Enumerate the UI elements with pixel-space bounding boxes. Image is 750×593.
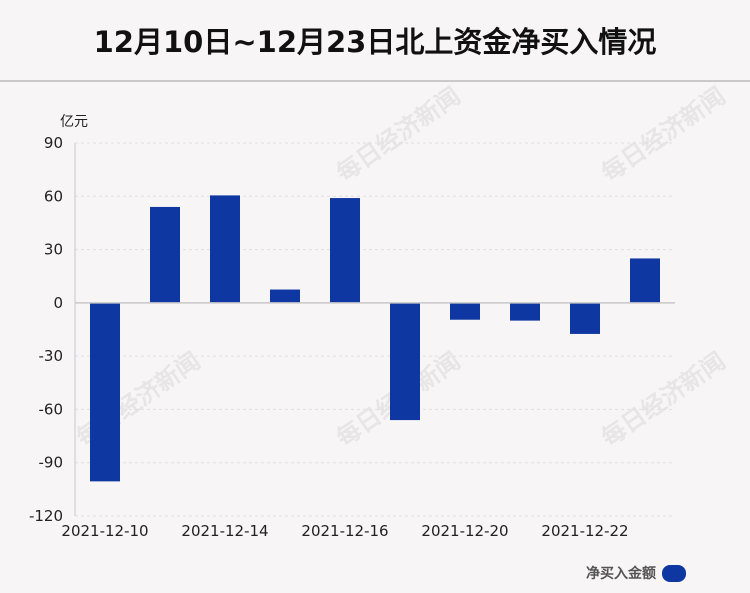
title-divider [0,80,750,82]
bar [630,258,660,303]
y-tick-label: -120 [29,507,63,525]
x-tick-label: 2021-12-16 [301,522,388,540]
bar [450,302,480,320]
y-tick-label: -90 [39,454,64,472]
bar [330,198,360,303]
y-axis-unit-label: 亿元 [60,114,88,130]
bar [390,302,420,421]
bar [90,302,120,482]
y-tick-label: 30 [44,241,63,259]
y-tick-label: -60 [39,400,64,418]
legend: 净买入金额 [586,563,686,583]
legend-label: 净买入金额 [586,566,656,582]
x-tick-label: 2021-12-14 [181,522,268,540]
bar [270,289,300,303]
y-tick-label: 90 [44,134,63,152]
x-tick-label: 2021-12-22 [541,522,628,540]
x-tick-label: 2021-12-10 [61,522,148,540]
y-tick-label: 0 [53,294,63,312]
y-tick-label: -30 [39,347,64,365]
y-tick-label: 60 [44,187,63,205]
x-tick-label: 2021-12-20 [421,522,508,540]
bar [570,302,600,334]
bar [210,195,240,303]
legend-swatch [662,564,686,582]
bar [510,302,540,321]
chart-title: 12月10日~12月23日北上资金净买入情况 [93,25,657,59]
bar [150,206,180,303]
